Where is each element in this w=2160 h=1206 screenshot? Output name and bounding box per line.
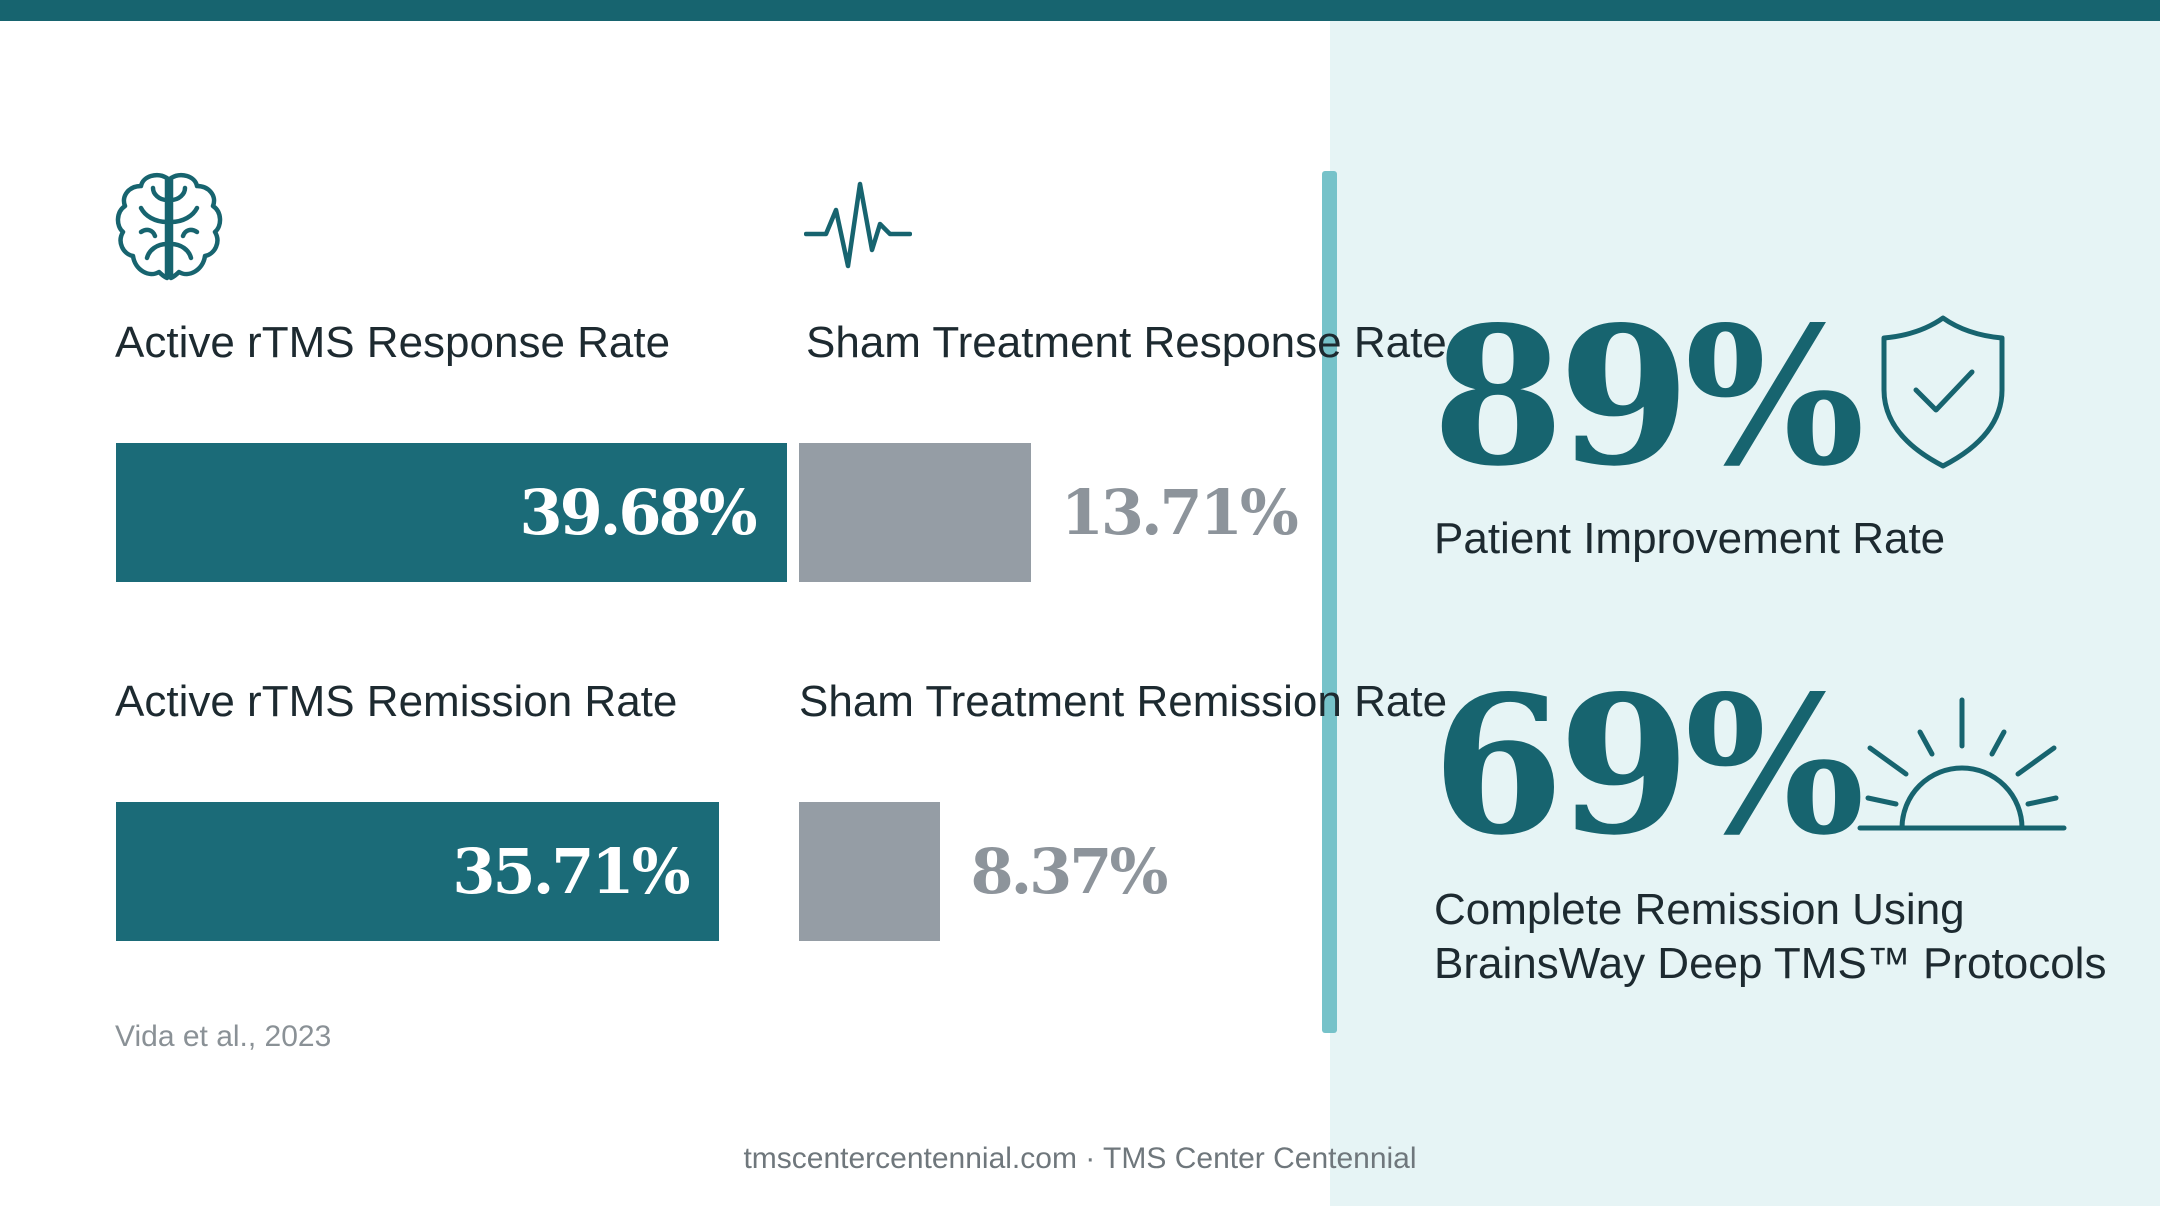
footer: tmscentercentennial.com · TMS Center Cen…: [743, 1142, 1417, 1175]
bar-active-remission: [116, 802, 720, 941]
improvement-stat-value: 89%: [1432, 285, 1865, 508]
value-label-sham-remission: 8.37%: [970, 835, 1168, 908]
heartbeat-icon: [804, 181, 912, 269]
value-label-sham-response: 13.71%: [1060, 476, 1299, 549]
value-label-active-response: 39.68%: [519, 476, 758, 549]
sunrise-icon: [1857, 697, 2067, 831]
shield-check-icon: [1881, 315, 2005, 469]
bar-active-response: [116, 443, 787, 582]
remission-stat-value: 69%: [1432, 654, 1865, 877]
active-remission-label: Active rTMS Remission Rate: [115, 677, 678, 726]
active-response-label: Active rTMS Response Rate: [115, 318, 671, 367]
right-panel: [1330, 21, 2160, 1206]
value-label-active-remission: 35.71%: [452, 835, 690, 908]
remission-stat-label: Complete Remission Using BrainsWay Deep …: [1434, 885, 2107, 988]
bar-sham-response: [799, 443, 1031, 582]
sham-response-label: Sham Treatment Response Rate: [806, 318, 1447, 367]
bar-sham-remission: [799, 802, 941, 941]
sham-remission-label: Sham Treatment Remission Rate: [799, 677, 1448, 726]
divider-line: [1322, 171, 1337, 1033]
top-accent-bar: [0, 0, 2160, 21]
brain-icon: [115, 173, 223, 281]
citation: Vida et al., 2023: [115, 1020, 332, 1053]
improvement-stat-label: Patient Improvement Rate: [1434, 514, 1946, 563]
